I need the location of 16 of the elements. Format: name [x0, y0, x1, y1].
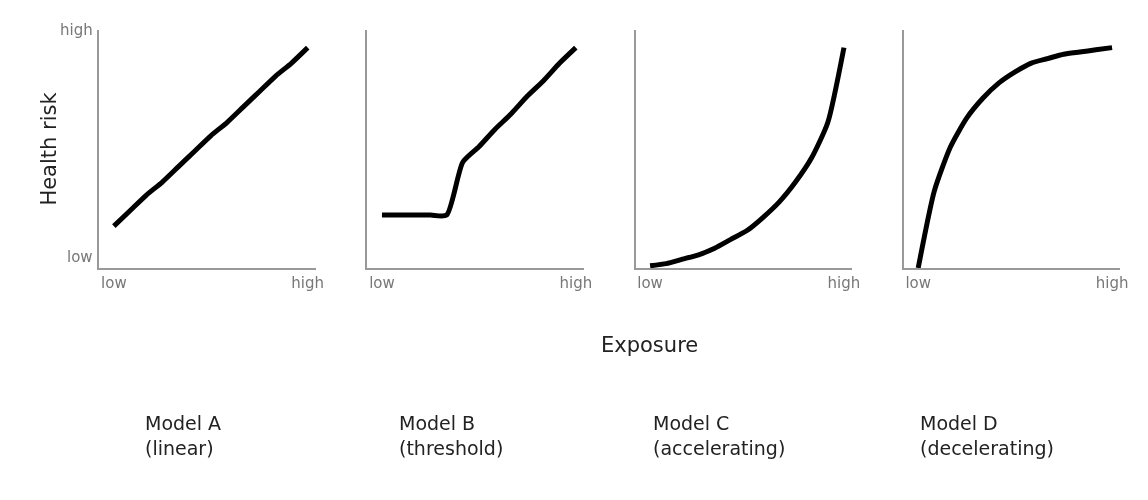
x-tick-label: low [637, 274, 663, 292]
y-axis-title: Health risk [36, 91, 61, 206]
text: Model C (accelerating) [653, 412, 786, 459]
text: Model A (linear) [145, 412, 222, 459]
text: low [67, 248, 93, 266]
x-tick-label: low [101, 274, 127, 292]
x-tick-label: low [369, 274, 395, 292]
text: Model B (threshold) [399, 412, 504, 459]
x-tick-label: high [559, 274, 593, 292]
x-tick-label: high [1095, 274, 1129, 292]
x-tick-label: high [291, 274, 325, 292]
text: Model D (decelerating) [920, 412, 1054, 459]
x-tick-label: high [827, 274, 861, 292]
text: Exposure [601, 333, 699, 357]
text: high [60, 21, 93, 39]
x-tick-label: low [905, 274, 932, 292]
